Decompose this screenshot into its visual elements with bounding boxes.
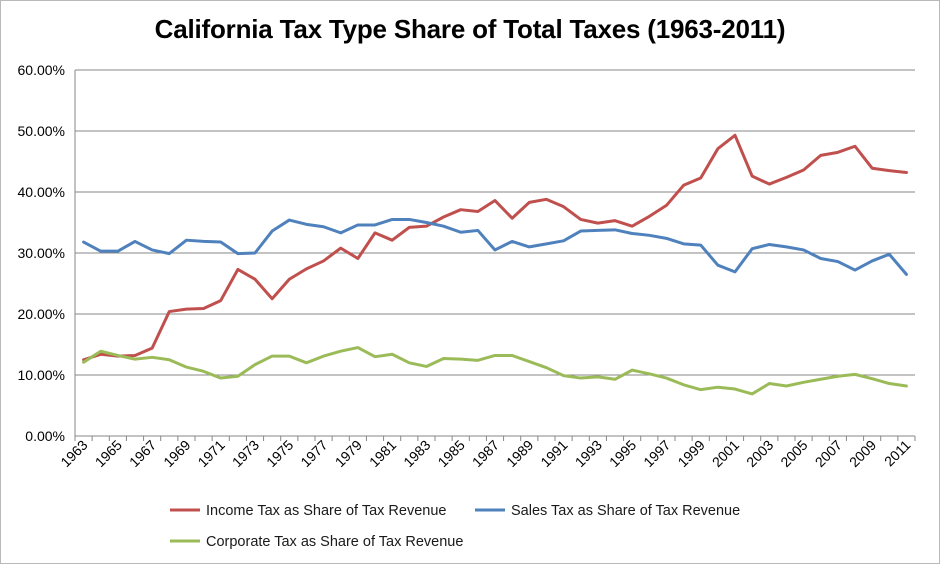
x-tick-label: 1979: [332, 437, 365, 470]
x-tick-label: 1989: [503, 437, 536, 470]
x-tick-label: 2005: [777, 437, 810, 470]
x-tick-label: 2007: [812, 437, 845, 470]
x-tick-label: 1977: [297, 437, 330, 470]
x-tick-label: 1971: [194, 437, 227, 470]
x-tick-label: 1973: [229, 437, 262, 470]
x-tick-label: 1991: [537, 437, 570, 470]
chart-title: California Tax Type Share of Total Taxes…: [154, 14, 786, 44]
x-tick-label: 1987: [469, 437, 502, 470]
x-tick-label: 1993: [572, 437, 605, 470]
y-tick-labels: 0.00% 10.00% 20.00% 30.00% 40.00% 50.00% 60.00…: [18, 62, 65, 444]
legend-label: Sales Tax as Share of Tax Revenue: [511, 503, 740, 519]
series-line-3: [82, 346, 908, 396]
axes: [74, 70, 916, 441]
series-line-2: [82, 217, 908, 276]
x-tick-label: 1975: [263, 437, 296, 470]
y-tick-label: 0.00%: [25, 428, 65, 444]
y-tick-label: 10.00%: [18, 367, 65, 383]
x-tick-label: 1995: [606, 437, 639, 470]
legend-item: Sales Tax as Share of Tax Revenue: [475, 503, 740, 519]
y-tick-label: 40.00%: [18, 184, 65, 200]
x-tick-label: 1997: [640, 437, 673, 470]
x-tick-label: 2001: [709, 437, 742, 470]
legend-item: Corporate Tax as Share of Tax Revenue: [170, 534, 463, 550]
y-tick-label: 50.00%: [18, 123, 65, 139]
legend-label: Income Tax as Share of Tax Revenue: [206, 503, 446, 519]
x-tick-label: 2011: [881, 437, 914, 470]
legend-item: Income Tax as Share of Tax Revenue: [170, 503, 446, 519]
x-tick-label: 1999: [674, 437, 707, 470]
x-tick-label: 1967: [126, 437, 159, 470]
x-tick-label: 1985: [434, 437, 467, 470]
y-tick-label: 20.00%: [18, 306, 65, 322]
series-line-1: [82, 133, 908, 362]
x-tick-label: 1983: [400, 437, 433, 470]
x-tick-label: 1965: [92, 437, 125, 470]
x-tick-label: 2003: [743, 437, 776, 470]
x-tick-label: 2009: [846, 437, 879, 470]
legend: Income Tax as Share of Tax Revenue Sales …: [170, 503, 740, 550]
x-tick-label: 1969: [160, 437, 193, 470]
y-tick-label: 60.00%: [18, 62, 65, 78]
x-tick-label: 1981: [366, 437, 399, 470]
x-tick-labels: 1963 1965 1967 1969 1971 1973 1975 1977 1979 1981…: [57, 437, 913, 470]
legend-label: Corporate Tax as Share of Tax Revenue: [206, 534, 463, 550]
series-lines: [82, 133, 908, 396]
y-tick-label: 30.00%: [18, 245, 65, 261]
gridlines: [75, 69, 915, 376]
